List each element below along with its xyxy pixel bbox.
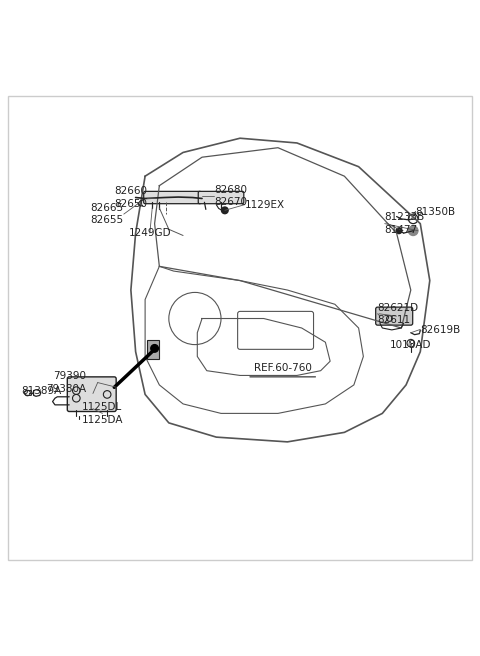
Text: 82619B: 82619B (420, 325, 460, 335)
Circle shape (151, 344, 158, 352)
FancyBboxPatch shape (238, 312, 313, 350)
Circle shape (408, 226, 418, 236)
Text: 79390
79380A: 79390 79380A (46, 371, 86, 394)
FancyBboxPatch shape (376, 307, 413, 325)
Text: 1018AD: 1018AD (390, 340, 432, 350)
FancyBboxPatch shape (67, 377, 116, 411)
Circle shape (221, 207, 228, 214)
Text: 81389A: 81389A (21, 386, 61, 396)
Text: 82660
82650: 82660 82650 (115, 186, 147, 209)
Text: 82680
82670: 82680 82670 (214, 185, 247, 207)
Bar (147, 340, 159, 359)
Text: 81233B
81477: 81233B 81477 (384, 213, 425, 235)
Circle shape (396, 228, 402, 234)
Text: 81350B: 81350B (416, 207, 456, 216)
Text: 82621D
82611: 82621D 82611 (378, 302, 419, 325)
Text: 1129EX: 1129EX (245, 199, 285, 210)
Text: 82665
82655: 82665 82655 (91, 203, 124, 225)
FancyBboxPatch shape (144, 192, 201, 204)
Text: 1125DL
1125DA: 1125DL 1125DA (82, 402, 123, 424)
Text: 1249GD: 1249GD (129, 228, 171, 238)
FancyBboxPatch shape (198, 192, 244, 204)
Text: REF.60-760: REF.60-760 (254, 363, 312, 373)
FancyBboxPatch shape (8, 96, 472, 560)
